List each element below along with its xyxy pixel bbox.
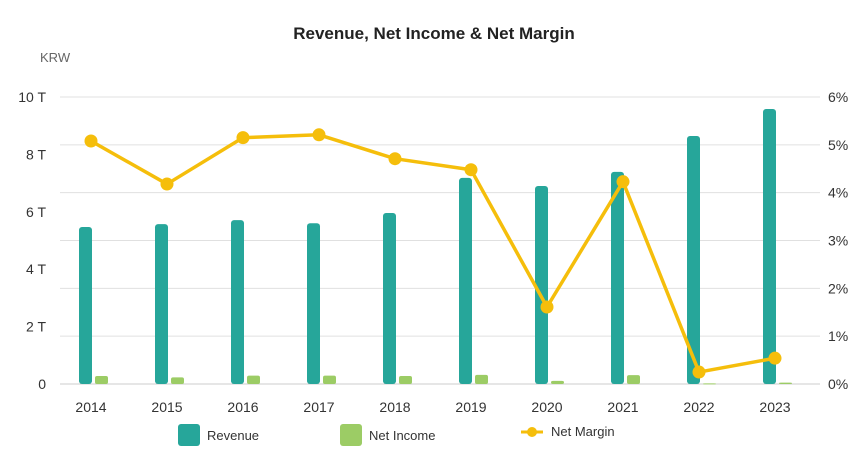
net-margin-point[interactable] — [692, 365, 706, 379]
revenue-swatch-icon — [178, 424, 200, 446]
net-margin-point[interactable] — [540, 300, 554, 314]
legend-item-net-income[interactable]: Net Income — [340, 424, 435, 446]
revenue-bar[interactable] — [535, 185, 548, 384]
y-tick-label: 8 T — [26, 146, 46, 162]
x-tick-label: 2020 — [531, 399, 562, 415]
y2-tick-label: 2% — [828, 280, 848, 296]
revenue-bar[interactable] — [79, 227, 92, 384]
y2-tick-label: 4% — [828, 185, 848, 201]
net-margin-point[interactable] — [236, 131, 250, 145]
net-margin-point[interactable] — [312, 128, 326, 142]
revenue-bar[interactable] — [459, 177, 472, 384]
revenue-bar[interactable] — [307, 223, 320, 384]
category-group-2021: 2021 — [607, 171, 640, 415]
net-income-swatch-icon — [340, 424, 362, 446]
net-income-bar[interactable] — [399, 375, 412, 384]
net-income-bar[interactable] — [95, 375, 108, 384]
y-tick-label: 2 T — [26, 319, 46, 335]
y-tick-label: 10 T — [18, 89, 46, 105]
net-income-bar[interactable] — [323, 375, 336, 384]
x-tick-label: 2017 — [303, 399, 334, 415]
revenue-bar[interactable] — [231, 220, 244, 384]
y-axis-unit-label: KRW — [40, 50, 71, 65]
line-marker-icon — [521, 426, 543, 437]
net-margin-point[interactable] — [84, 134, 98, 148]
revenue-bar[interactable] — [687, 136, 700, 384]
net-margin-point[interactable] — [464, 163, 478, 177]
x-tick-label: 2023 — [759, 399, 790, 415]
y2-tick-label: 0% — [828, 376, 848, 392]
revenue-bar[interactable] — [383, 212, 396, 384]
y2-tick-label: 6% — [828, 89, 848, 105]
net-margin-line — [90, 133, 776, 374]
revenue-bar[interactable] — [155, 224, 168, 384]
x-tick-label: 2014 — [75, 399, 106, 415]
category-group-2020: 2020 — [531, 185, 564, 415]
y-tick-label: 4 T — [26, 261, 46, 277]
x-tick-label: 2019 — [455, 399, 486, 415]
net-margin-point[interactable] — [768, 351, 782, 365]
x-tick-label: 2021 — [607, 399, 638, 415]
category-group-2015: 2015 — [151, 224, 184, 415]
y2-tick-label: 1% — [828, 328, 848, 344]
x-tick-label: 2018 — [379, 399, 410, 415]
y2-tick-label: 5% — [828, 137, 848, 153]
net-income-bar[interactable] — [703, 383, 716, 385]
revenue-bar[interactable] — [611, 171, 624, 384]
category-group-2019: 2019 — [455, 177, 488, 415]
chart-title: Revenue, Net Income & Net Margin — [293, 24, 575, 43]
net-income-bar[interactable] — [475, 374, 488, 384]
legend-item-revenue[interactable]: Revenue — [178, 424, 259, 446]
legend-item-net-margin[interactable]: Net Margin — [521, 424, 615, 439]
category-group-2017: 2017 — [303, 223, 336, 415]
net-income-bar[interactable] — [171, 377, 184, 384]
x-tick-label: 2022 — [683, 399, 714, 415]
x-tick-label: 2015 — [151, 399, 182, 415]
category-group-2018: 2018 — [379, 212, 412, 415]
legend: Revenue Net Income Net Margin — [0, 424, 868, 446]
category-group-2014: 2014 — [75, 227, 108, 415]
net-margin-point[interactable] — [388, 152, 402, 166]
net-margin-point[interactable] — [160, 177, 174, 191]
legend-label: Net Margin — [551, 424, 615, 439]
net-income-bar[interactable] — [247, 375, 260, 384]
y-tick-label: 0 — [38, 376, 46, 392]
net-income-bar[interactable] — [551, 380, 564, 384]
net-margin-point[interactable] — [616, 175, 630, 189]
y2-tick-label: 3% — [828, 233, 848, 249]
category-group-2016: 2016 — [227, 220, 260, 415]
y-tick-label: 6 T — [26, 204, 46, 220]
net-income-bar[interactable] — [779, 382, 792, 384]
net-income-bar[interactable] — [627, 375, 640, 384]
plot-area: 0% 1% 2% 3% 4% 5% 6% 0 2 T 4 T 6 T 8 T 10 T 2014 2015 2… — [18, 89, 848, 415]
x-tick-label: 2016 — [227, 399, 258, 415]
revenue-bar[interactable] — [763, 109, 776, 384]
category-group-2023: 2023 — [759, 109, 792, 415]
legend-label: Net Income — [369, 427, 436, 443]
category-group-2022: 2022 — [683, 136, 716, 415]
legend-label: Revenue — [207, 427, 260, 443]
